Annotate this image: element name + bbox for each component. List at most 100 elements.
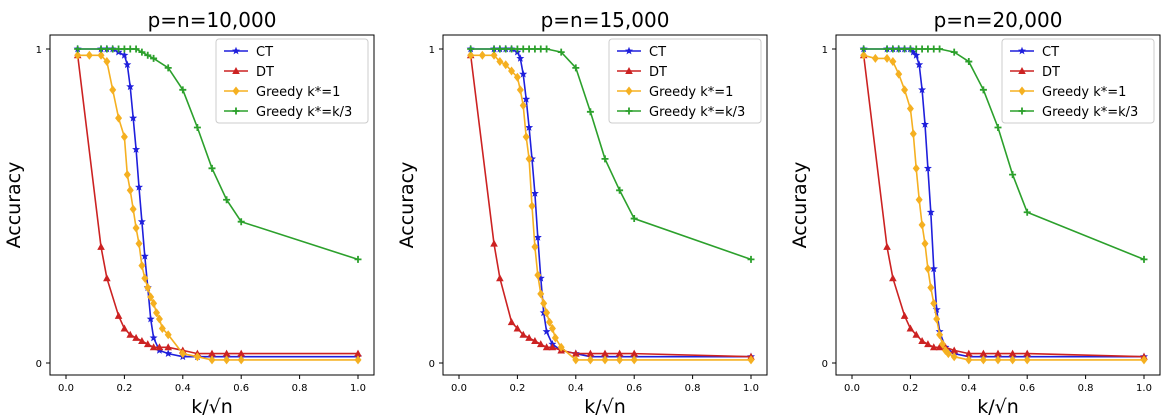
panel-3-point-greedy-k-k-3 [912, 45, 920, 53]
panel-2-point-greedy-k-k-3 [519, 45, 527, 53]
panel-2-point-dt [615, 349, 624, 357]
panel-2-legend-label-ct: CT [649, 45, 666, 60]
panel-1-point-greedy-k-k-3 [97, 45, 105, 53]
panel-3-point-greedy-k-1 [944, 349, 952, 359]
panel-1-xtick-label: 1.0 [350, 383, 366, 394]
panel-2-point-dt [601, 349, 609, 357]
panel-2-point-greedy-k-1 [478, 50, 486, 60]
panel-1-point-greedy-k-1 [135, 239, 143, 249]
panel-3-point-greedy-k-1 [965, 355, 973, 365]
panel-2-point-greedy-k-k-3 [502, 45, 510, 53]
panel-3-point-greedy-k-k-3 [918, 45, 926, 53]
panel-1-point-ct [132, 145, 141, 153]
panel-3-point-greedy-k-k-3 [1140, 255, 1148, 263]
panel-2-ytick-label: 0 [429, 359, 435, 370]
panel-1-legend-marker-greedy-k-1 [232, 86, 240, 96]
panel-2-point-greedy-k-k-3 [490, 45, 498, 53]
panel-3-series-line-dt [862, 55, 1145, 358]
panel-2-point-greedy-k-1 [522, 132, 530, 142]
panel-1-point-greedy-k-1 [85, 50, 93, 60]
panel-1-point-dt [103, 274, 111, 282]
panel-3-point-dt [950, 346, 958, 354]
panel-2-point-greedy-k-1 [601, 355, 609, 365]
panel-2-point-greedy-k-1 [502, 60, 510, 70]
panel-3-point-greedy-k-k-3 [883, 45, 891, 53]
panel-1-point-greedy-k-1 [97, 50, 105, 60]
panel-2-point-greedy-k-1 [516, 85, 524, 95]
panel-3-xtick-label: 0.8 [1078, 383, 1094, 394]
panel-3-point-greedy-k-k-3 [889, 45, 897, 53]
panel-2-point-greedy-k-1 [537, 289, 545, 299]
panel-3-point-greedy-k-1 [921, 239, 929, 249]
panel-3-xtick-label: 0.0 [844, 383, 860, 394]
panel-1-point-ct [164, 349, 173, 357]
panel-1-point-greedy-k-1 [147, 292, 155, 302]
panel-2-point-greedy-k-1 [525, 154, 533, 164]
panel-2-point-dt [490, 239, 498, 247]
panel-2-point-greedy-k-1 [572, 355, 580, 365]
panel-3-point-greedy-k-1 [883, 53, 891, 63]
panel-3-point-greedy-k-k-3 [994, 124, 1002, 131]
panel-1-point-ct [126, 82, 135, 91]
panel-1-legend-label-ct: CT [256, 45, 273, 60]
panel-2-frame [442, 34, 768, 376]
panel-3-xtick-label: 0.4 [961, 383, 977, 394]
panel-2-point-greedy-k-1 [557, 342, 565, 352]
panel-1-point-ct [140, 252, 149, 260]
panel-2-legend-marker-greedy-k-k-3 [625, 107, 633, 115]
panel-2-point-greedy-k-1 [540, 298, 548, 308]
panel-3-point-greedy-k-k-3 [895, 45, 903, 53]
panel-1-point-greedy-k-1 [103, 57, 111, 67]
panel-3-legend-marker-ct [1018, 46, 1026, 55]
panel-3-point-greedy-k-1 [936, 330, 944, 340]
panel-1-ytick-label: 1 [36, 45, 42, 56]
panel-1-point-greedy-k-1 [164, 330, 172, 340]
panel-3-point-ct [918, 85, 927, 94]
panel-1-xtick-label: 0.6 [233, 383, 249, 394]
panel-2-point-dt [531, 337, 539, 345]
panel-3-point-greedy-k-k-3 [860, 45, 868, 53]
panel-3-point-greedy-k-1 [933, 314, 941, 324]
panel-3-point-greedy-k-1 [906, 104, 914, 114]
panel-1-point-greedy-k-k-3 [179, 86, 187, 94]
panel-2-point-greedy-k-k-3 [601, 155, 609, 163]
panel-3-legend-marker-greedy-k-k-3 [1018, 107, 1026, 115]
panel-3-point-dt [994, 349, 1002, 357]
panel-3-legend-marker-greedy-k-1 [1018, 86, 1026, 96]
panel-1-legend-label-dt: DT [256, 65, 274, 80]
panel-3-point-dt [883, 242, 891, 250]
panel-3-point-greedy-k-k-3 [901, 45, 909, 53]
panel-3-legend [1001, 38, 1155, 124]
panel-2-point-ct [522, 95, 531, 103]
panel-3-point-dt [924, 340, 932, 348]
panel-3-point-greedy-k-1 [1140, 355, 1148, 365]
panel-1-point-greedy-k-1 [150, 298, 158, 308]
panel-2-legend-marker-ct [625, 46, 633, 55]
panel-3-point-greedy-k-k-3 [950, 48, 958, 56]
panel-2-xtick-label: 0.8 [685, 383, 701, 394]
panel-2-point-ct [530, 189, 539, 197]
panel-3-point-greedy-k-k-3 [930, 45, 938, 53]
panel-3-title: p=n=20,000 [934, 8, 1063, 32]
panel-2-point-greedy-k-k-3 [508, 45, 516, 53]
panel-1-point-greedy-k-k-3 [150, 54, 158, 62]
panel-1-point-greedy-k-1 [354, 355, 362, 365]
panel-2-point-greedy-k-1 [586, 355, 594, 365]
panel-3-point-ct [932, 305, 941, 313]
panel-1-point-greedy-k-k-3 [193, 124, 201, 131]
panel-3-point-ct [929, 264, 938, 273]
panel-1-point-greedy-k-k-3 [144, 51, 152, 59]
panel-3-point-ct [912, 51, 921, 59]
panel-2-point-ct [533, 233, 542, 241]
panel-1-point-dt [222, 349, 231, 357]
panel-3-point-dt [912, 330, 921, 338]
panel-1-point-greedy-k-1 [115, 113, 123, 123]
panel-1-point-dt [120, 324, 129, 332]
panel-1-point-greedy-k-k-3 [354, 255, 362, 263]
panel-1-point-greedy-k-1 [132, 223, 140, 233]
panel-1-point-greedy-k-1 [155, 314, 163, 324]
panel-3-point-dt [935, 343, 944, 351]
panel-1-point-greedy-k-1 [138, 261, 146, 271]
panel-2-point-greedy-k-k-3 [557, 48, 565, 56]
